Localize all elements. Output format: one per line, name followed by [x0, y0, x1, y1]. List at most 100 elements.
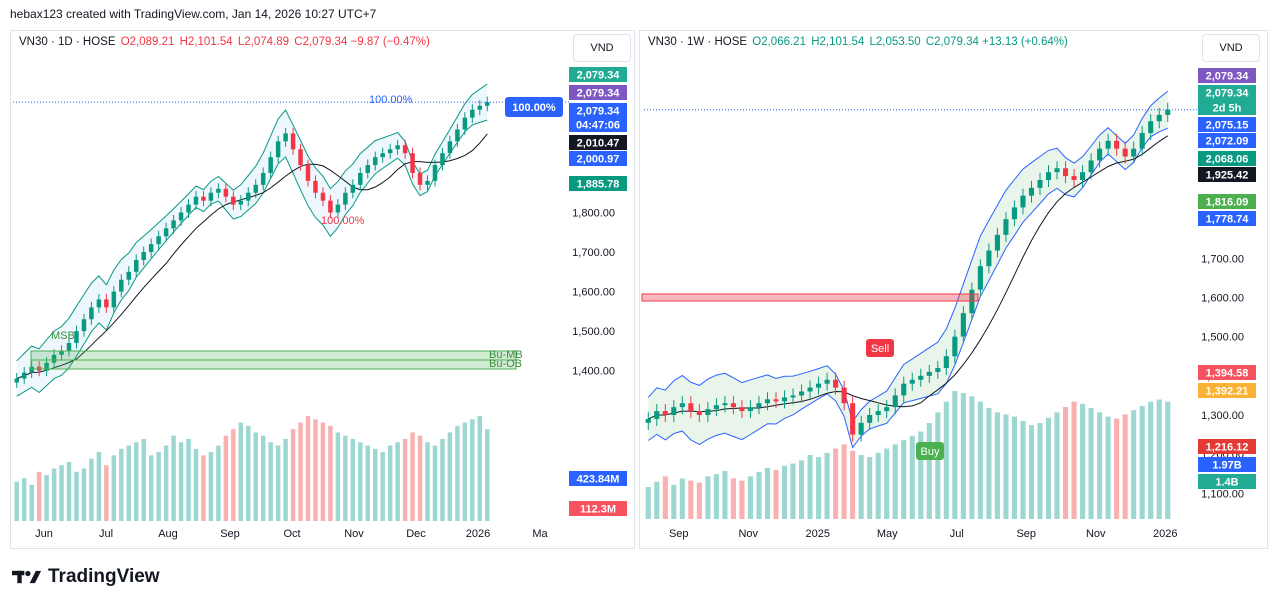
price-tag-label: 112.3M — [580, 504, 616, 516]
price-tag-label: 423.84M — [577, 474, 620, 486]
candle-body — [178, 212, 184, 221]
candle-body — [193, 196, 199, 205]
candle-body — [305, 165, 311, 181]
msb-label: MSB — [51, 330, 75, 342]
price-tag-label: 1,216.12 — [1206, 442, 1249, 454]
legend-daily: VN30 · 1D · HOSE O2,089.21 H2,101.54 L2,… — [19, 36, 430, 48]
price-tick-label: 1,700.00 — [572, 247, 615, 259]
price-tag-label: 1,885.78 — [577, 179, 620, 191]
candle-body — [1054, 168, 1060, 173]
candle-body — [402, 145, 408, 154]
candle-body — [29, 366, 34, 373]
chart-canvas-daily[interactable]: Jun Jul Aug Sep Oct Nov Dec 2026 Ma 1,400.00 1,500… — [11, 31, 634, 548]
price-tag-bg — [1198, 365, 1256, 380]
volume-bar — [148, 455, 154, 521]
candle-body — [960, 313, 966, 337]
fib-badge-label: 100.00% — [512, 102, 556, 114]
candle-body — [260, 172, 266, 185]
volume-bar — [833, 448, 839, 519]
chart-panel-weekly[interactable]: VN30 · 1W · HOSE O2,066.21 H2,101.54 L2,… — [639, 30, 1268, 549]
sell-signal-label: Sell — [871, 343, 889, 355]
volume-bar — [417, 435, 423, 521]
candle-body — [171, 220, 176, 229]
candle-body — [1139, 133, 1145, 149]
legend-change: +13.13 (+0.64%) — [982, 36, 1068, 48]
volume-bar — [410, 432, 415, 521]
volume-bar — [918, 431, 924, 519]
legend-open: O2,066.21 — [752, 36, 806, 48]
price-tag-bg — [1198, 133, 1256, 148]
candle-body — [74, 331, 79, 343]
currency-button[interactable]: VND — [1202, 34, 1260, 62]
price-tag-bg — [569, 117, 627, 132]
candle-body — [21, 372, 27, 379]
price-tag-bg — [1198, 167, 1256, 182]
candle-body — [645, 418, 651, 423]
legend-low: L2,053.50 — [869, 36, 921, 48]
candle-body — [986, 250, 992, 267]
time-tick-label: 2026 — [466, 528, 490, 540]
candle-body — [410, 153, 415, 173]
candle-body — [380, 153, 385, 158]
candle-body — [918, 375, 924, 380]
price-tag-bg — [569, 471, 627, 486]
brand-name: TradingView — [48, 566, 160, 587]
legend-close: C2,079.34 — [925, 36, 979, 48]
price-tick-label: 1,500.00 — [572, 326, 615, 338]
candle-body — [231, 196, 236, 205]
tradingview-logo-icon — [12, 570, 42, 584]
candle-body — [1131, 148, 1137, 157]
candle-body — [875, 411, 881, 415]
volume-bar — [260, 435, 266, 521]
candle-body — [313, 180, 318, 193]
candle-body — [320, 192, 326, 201]
volume-bar — [141, 438, 146, 521]
candle-body — [186, 204, 191, 213]
volume-bar — [730, 478, 736, 519]
candle-body — [59, 350, 64, 355]
time-tick-label: Sep — [669, 528, 689, 540]
legend-symbol: VN30 · 1D · HOSE — [19, 36, 116, 48]
candle-body — [764, 399, 771, 404]
price-tag-bg — [1198, 211, 1256, 226]
time-tick-label: Oct — [283, 528, 300, 540]
candle-body — [432, 165, 438, 181]
candle-body — [455, 129, 460, 142]
volume-bar — [470, 419, 475, 521]
price-tag-label: 1.4B — [1215, 477, 1238, 489]
volume-bar — [275, 445, 281, 521]
candle-body — [440, 153, 445, 166]
moving-average-line — [648, 135, 1168, 420]
candle-body — [246, 192, 251, 201]
volume-bar — [485, 429, 490, 521]
price-tag-label: 2,000.97 — [577, 154, 620, 166]
candle-body — [290, 133, 296, 150]
price-tick-label: 1,800.00 — [572, 208, 615, 220]
volume-bar — [1122, 414, 1128, 519]
candle-body — [111, 291, 117, 308]
candle-body — [477, 105, 483, 110]
volume-bar — [1080, 403, 1086, 519]
candle-body — [1028, 187, 1035, 196]
candle-body — [268, 157, 273, 173]
candle-body — [696, 411, 702, 415]
volume-bar — [858, 455, 864, 519]
price-tag-label: 1,778.74 — [1206, 214, 1250, 226]
volume-bar — [283, 438, 288, 521]
volume-bar — [455, 425, 460, 521]
volume-bar — [477, 416, 483, 521]
volume-bar — [926, 423, 932, 519]
candle-body — [662, 411, 668, 415]
chart-panel-daily[interactable]: VN30 · 1D · HOSE O2,089.21 H2,101.54 L2,… — [10, 30, 635, 549]
volume-bar — [44, 475, 49, 521]
candle-body — [1071, 176, 1077, 180]
currency-button[interactable]: VND — [573, 34, 631, 62]
candle-body — [756, 403, 762, 408]
volume-bar — [705, 476, 711, 519]
volume-bar — [1105, 416, 1111, 519]
candle-body — [722, 403, 728, 406]
chart-canvas-weekly[interactable]: Sep Nov 2025 May Jul Sep Nov 20261,100.001,200.… — [640, 31, 1267, 548]
candle-body — [1105, 140, 1111, 149]
candle-body — [841, 387, 847, 404]
volume-bar — [328, 425, 333, 521]
